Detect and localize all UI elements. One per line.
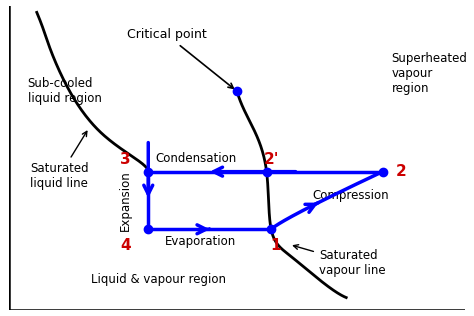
Text: Saturated
liquid line: Saturated liquid line xyxy=(30,131,89,190)
Text: 4: 4 xyxy=(120,239,131,253)
Text: Superheated
vapour
region: Superheated vapour region xyxy=(392,52,467,94)
Text: 3: 3 xyxy=(120,152,131,167)
Text: Expansion: Expansion xyxy=(119,170,132,231)
Text: Liquid & vapour region: Liquid & vapour region xyxy=(91,273,227,286)
Text: Compression: Compression xyxy=(312,189,389,203)
Text: Condensation: Condensation xyxy=(155,151,237,165)
Text: 2: 2 xyxy=(395,164,406,179)
Text: Critical point: Critical point xyxy=(127,28,233,88)
Text: Sub-cooled
liquid region: Sub-cooled liquid region xyxy=(27,77,101,105)
Text: Evaporation: Evaporation xyxy=(165,235,236,248)
Text: Saturated
vapour line: Saturated vapour line xyxy=(293,245,385,277)
Text: 1: 1 xyxy=(271,239,281,253)
Text: 2': 2' xyxy=(264,152,279,167)
